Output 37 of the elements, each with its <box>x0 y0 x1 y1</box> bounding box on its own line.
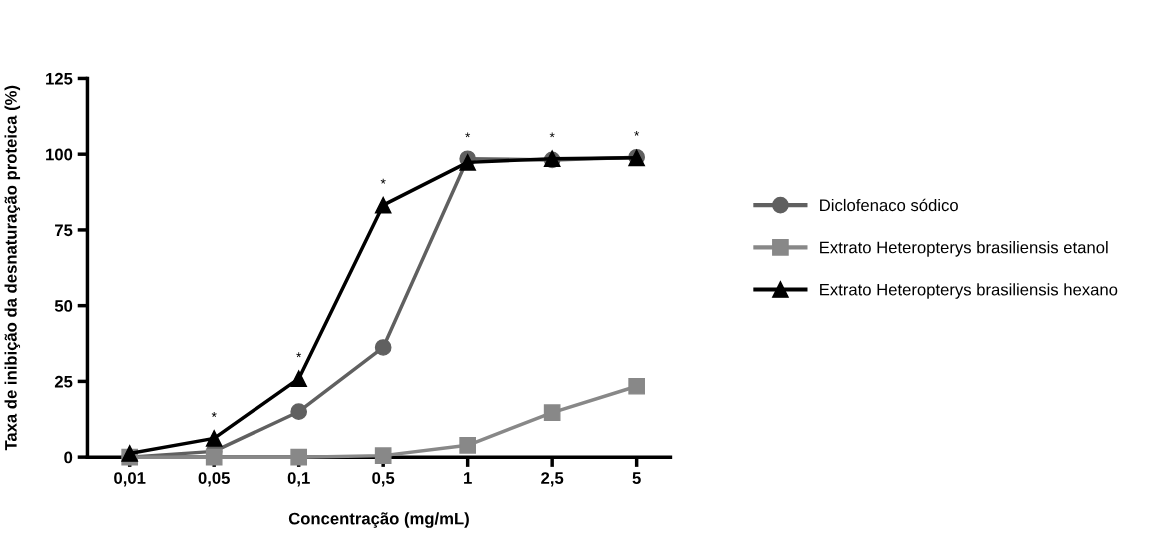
x-tick-label: 0,05 <box>198 472 230 487</box>
y-tick-label: 125 <box>46 72 73 85</box>
point <box>290 448 308 466</box>
y-tick-label: 0 <box>64 451 73 464</box>
x-tick-label: 0,01 <box>114 472 146 487</box>
x-tick-label: 0,5 <box>372 472 395 487</box>
point <box>543 404 561 421</box>
y-tick-label: 25 <box>54 375 73 388</box>
point <box>205 448 223 466</box>
y-tick-label: 50 <box>54 300 73 312</box>
point <box>374 339 392 356</box>
point <box>459 436 477 454</box>
annotation: * <box>211 412 217 417</box>
point <box>374 196 392 214</box>
legend-label: Extrato Heteropterys brasiliensis etanol <box>820 241 1108 257</box>
point <box>121 445 139 462</box>
annotation: * <box>465 132 471 138</box>
legend-label: Extrato Heteropterys brasiliensis hexano <box>820 283 1118 299</box>
annotation: * <box>296 352 302 358</box>
x-tick-label: 2,5 <box>541 472 564 487</box>
annotation: * <box>380 178 386 184</box>
x-axis-title: Concentração (mg/mL) <box>288 512 469 528</box>
point <box>290 403 308 421</box>
y-axis-title: Taxa de inibição da desnaturação proteica (%) <box>4 85 21 451</box>
y-tick-label: 75 <box>55 224 73 237</box>
annotation: * <box>634 130 640 136</box>
point <box>205 430 223 447</box>
point <box>290 370 308 388</box>
point <box>459 154 477 171</box>
x-tick-label: 5 <box>632 472 641 484</box>
annotation: * <box>549 132 555 138</box>
x-tick-label: 1 <box>464 472 472 484</box>
legend-label: Diclofenaco sódico <box>820 198 958 212</box>
y-tick-label: 100 <box>46 148 73 161</box>
point <box>374 447 392 464</box>
x-tick-label: 0,1 <box>287 472 310 487</box>
point <box>628 377 645 395</box>
